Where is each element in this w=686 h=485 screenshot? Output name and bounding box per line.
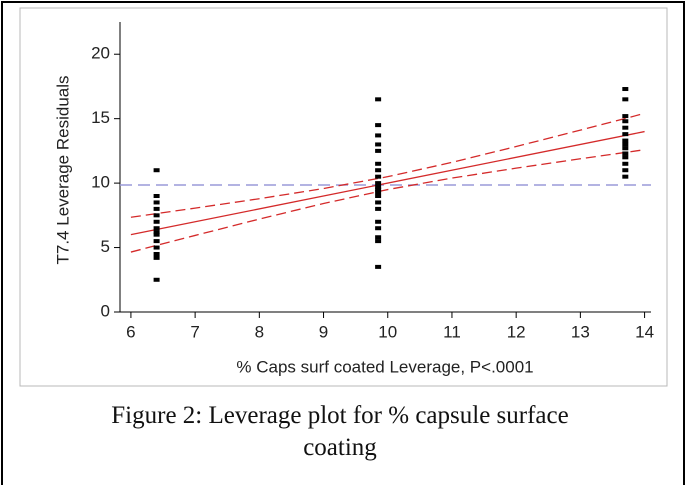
x-tick-label: 8 [255,322,264,341]
x-tick-label: 11 [443,322,461,341]
point [375,200,382,205]
confidence-band-lower [130,149,645,253]
x-tick-label: 7 [190,322,199,341]
caption: Figure 2: Leverage plot for % capsule su… [111,402,569,461]
point [375,187,382,192]
x-axis-label: % Caps surf coated Leverage, P<.0001 [236,357,533,376]
x-tick-label: 10 [378,322,397,341]
point [153,219,160,224]
x-tick-label: 14 [635,322,654,341]
point [622,174,629,179]
point [375,219,382,224]
point [375,142,382,147]
y-tick-label: 15 [91,108,110,127]
point [153,232,160,237]
y-tick-label: 20 [91,44,110,63]
point [375,190,382,195]
point [153,252,160,256]
point [622,142,629,147]
point [622,146,629,151]
point [153,277,160,282]
confidence-band-upper [130,112,645,218]
point [153,245,160,250]
point [375,206,382,211]
point [375,235,382,240]
point [375,264,382,269]
point [622,168,629,173]
point [622,151,629,156]
point [153,194,160,198]
x-tick-label: 12 [507,322,526,341]
point [375,123,382,128]
point [153,168,160,173]
point [622,125,629,130]
point [622,97,629,102]
point [622,87,629,92]
point [153,230,160,235]
point [375,239,382,244]
point [375,148,382,153]
y-tick-label: 5 [101,237,110,256]
point [375,161,382,166]
point [375,174,382,179]
plot-frame [19,7,668,387]
point [153,226,160,231]
point [375,194,382,198]
fit-line [130,130,645,236]
y-axis-label: T7.4 Leverage Residuals [53,75,72,264]
point [153,206,160,211]
point [375,226,382,231]
x-tick-label: 9 [319,322,328,341]
y-tick-label: 10 [91,173,110,192]
point [153,213,160,218]
point [622,138,629,143]
point [153,200,160,205]
point [375,184,382,189]
y-tick-label: 0 [101,301,110,320]
x-tick-label: 6 [126,322,135,341]
point [375,97,382,102]
point [153,239,160,244]
x-tick-label: 13 [571,322,590,341]
point [622,114,629,119]
point [622,132,629,137]
point [375,181,382,186]
point [622,161,629,166]
point [375,133,382,138]
point [375,168,382,173]
point [153,255,160,260]
point [622,119,629,124]
point [622,155,629,160]
